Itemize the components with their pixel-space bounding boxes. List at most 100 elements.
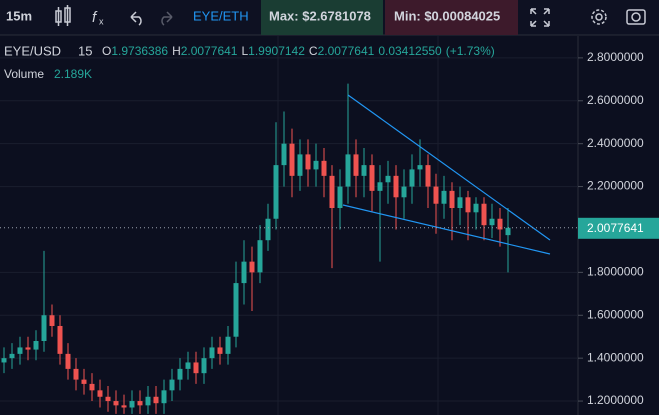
- trend-line-lower: [342, 204, 551, 255]
- legend: EYE/USD 15 O1.9736386 H2.0077641 L1.990714…: [4, 43, 495, 81]
- change-value: 0.03412550: [378, 44, 442, 58]
- candle-body: [377, 182, 383, 191]
- candle-body: [337, 186, 343, 209]
- candle-body: [417, 165, 423, 170]
- legend-symbol: EYE/USD: [4, 43, 61, 58]
- y-tick-label: 1.6000000: [587, 307, 644, 321]
- candle-body: [113, 401, 119, 406]
- y-tick-label: 2.8000000: [587, 50, 644, 64]
- candle-body: [257, 240, 263, 273]
- y-tick-label: 2.2000000: [587, 179, 644, 193]
- candle-body: [81, 379, 87, 384]
- candle-body: [57, 325, 63, 354]
- snapshot-lens: [631, 12, 641, 22]
- legend-interval: 15: [78, 43, 92, 58]
- candle-body: [329, 175, 335, 209]
- candle-body: [241, 261, 247, 284]
- candle-body: [305, 154, 311, 170]
- candle-body: [201, 358, 207, 374]
- candle-style-icon[interactable]: [55, 5, 71, 26]
- candle-body: [17, 347, 23, 354]
- candle-body: [89, 383, 95, 391]
- legend-ohlc: O1.9736386 H2.0077641 L1.9907142 C2.0077641…: [102, 44, 495, 58]
- candle-body: [121, 405, 127, 408]
- candle-body: [433, 186, 439, 204]
- candle-body: [505, 227, 511, 236]
- trend-line-upper: [347, 94, 551, 241]
- max-label: Max: $2.6781078: [269, 8, 371, 23]
- candle-body: [409, 169, 415, 187]
- volume-label: Volume: [4, 67, 44, 81]
- indicators-icon-sub: x: [99, 16, 104, 26]
- candle-body: [97, 390, 103, 397]
- candle-body: [225, 336, 231, 354]
- candle-body: [369, 165, 375, 191]
- candle-body: [33, 341, 39, 350]
- candle-body: [217, 347, 223, 354]
- candle-body: [321, 160, 327, 176]
- candle-body: [401, 186, 407, 198]
- ohlc-key: C: [309, 44, 318, 58]
- last-price-label: 2.0077641: [587, 221, 644, 235]
- redo-icon[interactable]: [161, 11, 173, 26]
- change-pct: (+1.73%): [446, 44, 495, 58]
- candle-body: [361, 165, 367, 176]
- candle-body: [25, 347, 31, 350]
- y-tick-label: 2.6000000: [587, 93, 644, 107]
- candle-body: [273, 165, 279, 219]
- candle-body: [497, 218, 503, 230]
- candle-body: [249, 261, 255, 273]
- settings-icon-center: [595, 13, 603, 21]
- candle-body: [393, 175, 399, 198]
- candle-body: [169, 379, 175, 391]
- candle-body: [1, 358, 7, 363]
- candle-body: [313, 160, 319, 170]
- candle-body: [185, 362, 191, 369]
- ohlc-value: 2.0077641: [181, 44, 238, 58]
- candle-body: [441, 190, 447, 204]
- ohlc-key: H: [172, 44, 181, 58]
- undo-icon[interactable]: [130, 11, 142, 26]
- ohlc-value: 1.9736386: [111, 44, 168, 58]
- ohlc-key: L: [241, 44, 248, 58]
- settings-icon[interactable]: [591, 9, 607, 25]
- candle-body: [65, 353, 71, 369]
- candle-body: [73, 368, 79, 380]
- y-tick-label: 1.2000000: [587, 393, 644, 407]
- indicators-icon[interactable]: f: [92, 9, 98, 26]
- ohlc-value: 2.0077641: [318, 44, 375, 58]
- candle-body: [281, 143, 287, 166]
- candle-body: [129, 401, 135, 408]
- grid: [0, 57, 578, 402]
- candle-body: [233, 283, 239, 337]
- candle-body: [289, 143, 295, 176]
- candle-body: [481, 203, 487, 226]
- candle-body: [345, 154, 351, 187]
- candle-body: [137, 401, 143, 406]
- candle-body: [489, 218, 495, 226]
- candle-body: [449, 190, 455, 209]
- max-box: [261, 0, 383, 35]
- fullscreen-icon[interactable]: [530, 8, 550, 27]
- candle-body: [41, 315, 47, 342]
- candle-body: [49, 315, 55, 326]
- candle-body: [153, 396, 159, 404]
- candle-body: [105, 396, 111, 402]
- candle-body: [465, 197, 471, 213]
- candle-body: [209, 347, 215, 359]
- toolbar: 15m f x EYE/ETH Max: $2.6781078 Min: $0.…: [0, 0, 659, 36]
- candles: [1, 83, 511, 414]
- y-tick-label: 2.4000000: [587, 136, 644, 150]
- pair-label[interactable]: EYE/ETH: [193, 8, 249, 23]
- ohlc-value: 1.9907142: [248, 44, 305, 58]
- volume-value: 2.189K: [54, 67, 92, 81]
- interval-button[interactable]: 15m: [6, 8, 32, 23]
- min-box: [385, 0, 518, 35]
- y-tick-label: 1.4000000: [587, 350, 644, 364]
- candle-body: [473, 203, 479, 213]
- candle-body: [265, 218, 271, 241]
- last-price-box: [578, 217, 659, 239]
- y-tick-label: 1.8000000: [587, 265, 644, 279]
- snapshot-icon[interactable]: [626, 9, 646, 25]
